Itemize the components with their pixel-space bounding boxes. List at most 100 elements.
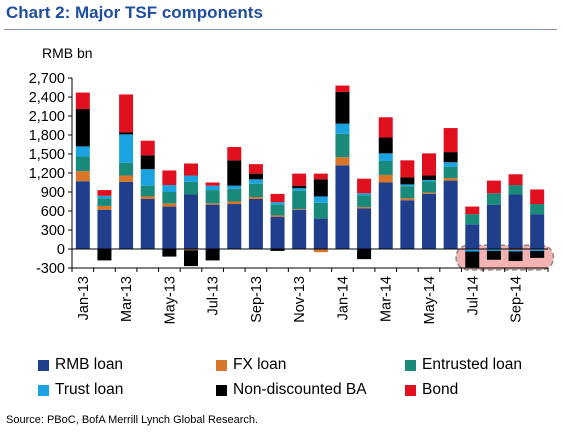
bar-fx-loan-nov-13 xyxy=(292,209,307,210)
bar-bond-feb-14 xyxy=(357,178,372,194)
bar-bond-jan-14 xyxy=(335,85,350,92)
bar-trust-loan-nov-13 xyxy=(292,188,307,191)
bar-bond-jan-13 xyxy=(75,92,90,110)
bar-trust-loan-jan-14 xyxy=(335,123,350,134)
bar-non-discounted-ba-feb-13 xyxy=(97,249,112,261)
bar-bond-aug-13 xyxy=(227,147,242,161)
bar-rmb-loan-feb-14 xyxy=(357,208,372,249)
bar-bond-apr-13 xyxy=(140,140,155,156)
bar-rmb-loan-jan-14 xyxy=(335,165,350,249)
bar-trust-loan-aug-13 xyxy=(227,185,242,189)
bar-non-discounted-ba-jun-13 xyxy=(184,250,198,267)
bar-trust-loan-feb-13 xyxy=(97,195,112,199)
bar-entrusted-loan-jun-14 xyxy=(443,166,458,179)
bar-rmb-loan-jan-13 xyxy=(75,181,90,249)
bar-rmb-loan-mar-13 xyxy=(119,181,134,249)
bar-rmb-loan-oct-14 xyxy=(530,214,545,249)
bar-fx-loan-feb-13 xyxy=(97,205,112,210)
bars-layer xyxy=(75,85,545,268)
bar-bond-jul-14 xyxy=(465,206,480,215)
bar-non-discounted-ba-jul-14 xyxy=(465,251,480,268)
x-tick-label: May-13 xyxy=(162,276,178,324)
bar-entrusted-loan-sep-14 xyxy=(508,185,523,195)
bar-bond-mar-14 xyxy=(378,117,393,138)
y-tick-label: 2,700 xyxy=(29,71,65,87)
bar-fx-loan-jan-14 xyxy=(335,157,350,166)
bar-non-discounted-ba-dec-13 xyxy=(313,179,328,197)
y-tick-label: 1,800 xyxy=(29,128,65,144)
bar-fx-loan-apr-13 xyxy=(140,196,155,199)
bar-bond-oct-14 xyxy=(530,189,545,205)
x-tick-label: Sep-14 xyxy=(509,276,525,323)
x-tick-label: Mar-14 xyxy=(379,276,395,322)
bar-non-discounted-ba-aug-13 xyxy=(227,160,242,186)
y-tick-label: 2,400 xyxy=(29,90,65,106)
bar-entrusted-loan-sep-13 xyxy=(248,183,263,198)
bar-fx-loan-mar-13 xyxy=(119,175,134,182)
bar-trust-loan-jul-14 xyxy=(465,249,480,252)
bar-bond-mar-13 xyxy=(119,94,134,133)
bar-rmb-loan-apr-13 xyxy=(140,198,155,249)
bar-trust-loan-jun-14 xyxy=(443,162,458,167)
bar-entrusted-loan-feb-13 xyxy=(97,198,112,206)
bar-non-discounted-ba-may-14 xyxy=(422,175,436,180)
bar-bond-jul-13 xyxy=(205,182,220,186)
bar-entrusted-loan-aug-14 xyxy=(486,193,501,205)
bar-bond-aug-14 xyxy=(486,180,501,194)
bar-rmb-loan-aug-14 xyxy=(486,204,501,249)
bar-trust-loan-jan-13 xyxy=(75,146,90,157)
bar-bond-may-14 xyxy=(422,153,436,176)
bar-fx-loan-may-14 xyxy=(422,192,436,194)
bar-rmb-loan-may-14 xyxy=(422,193,436,249)
bar-non-discounted-ba-sep-13 xyxy=(248,173,263,180)
bar-entrusted-loan-jan-14 xyxy=(335,133,350,158)
bar-non-discounted-ba-jan-14 xyxy=(335,91,350,124)
bar-trust-loan-mar-14 xyxy=(378,153,393,161)
bar-trust-loan-jul-13 xyxy=(205,185,220,191)
bar-rmb-loan-nov-13 xyxy=(292,209,307,249)
bar-rmb-loan-feb-13 xyxy=(97,209,112,249)
bar-bond-oct-13 xyxy=(270,193,285,203)
x-tick-label: Jul-14 xyxy=(465,276,481,316)
bar-trust-loan-sep-13 xyxy=(248,179,263,184)
bar-trust-loan-aug-14 xyxy=(486,249,501,251)
bar-entrusted-loan-mar-14 xyxy=(378,160,393,175)
bar-fx-loan-may-13 xyxy=(162,203,177,207)
bar-non-discounted-ba-jul-13 xyxy=(205,249,220,261)
bar-rmb-loan-mar-14 xyxy=(378,182,393,249)
bar-non-discounted-ba-feb-14 xyxy=(357,249,372,260)
bar-non-discounted-ba-aug-14 xyxy=(486,250,501,260)
bar-rmb-loan-jul-14 xyxy=(465,224,480,249)
y-tick-label: 1,200 xyxy=(29,166,65,182)
bar-non-discounted-ba-mar-13 xyxy=(119,132,134,135)
x-tick-label: Mar-13 xyxy=(119,276,135,322)
y-tick-label: 1,500 xyxy=(29,147,65,163)
bar-fx-loan-jun-14 xyxy=(443,178,458,181)
y-tick-label: 600 xyxy=(41,204,65,220)
bar-entrusted-loan-apr-14 xyxy=(400,186,415,199)
y-tick-label: -300 xyxy=(36,261,65,277)
bar-fx-loan-jun-13 xyxy=(184,249,198,251)
bar-rmb-loan-jun-13 xyxy=(184,194,198,249)
bar-non-discounted-ba-oct-13 xyxy=(270,249,285,251)
y-axis-label: RMB bn xyxy=(42,45,93,61)
bar-fx-loan-apr-14 xyxy=(400,198,415,201)
bar-non-discounted-ba-may-13 xyxy=(162,249,177,257)
bar-rmb-loan-sep-14 xyxy=(508,194,523,249)
bar-bond-jun-14 xyxy=(443,128,458,153)
bar-rmb-loan-oct-13 xyxy=(270,216,285,249)
bar-fx-loan-jan-13 xyxy=(75,171,90,182)
bar-entrusted-loan-may-13 xyxy=(162,192,177,204)
page-title: Chart 2: Major TSF components xyxy=(6,3,263,22)
y-tick-label: 2,100 xyxy=(29,109,65,125)
bar-entrusted-loan-jun-13 xyxy=(184,181,198,195)
bar-fx-loan-oct-13 xyxy=(270,215,285,217)
bar-non-discounted-ba-mar-14 xyxy=(378,137,393,154)
bar-entrusted-loan-apr-13 xyxy=(140,185,155,197)
bar-entrusted-loan-oct-14 xyxy=(530,204,545,215)
bar-trust-loan-mar-13 xyxy=(119,134,134,163)
bar-trust-loan-oct-13 xyxy=(270,202,285,205)
bar-trust-loan-jun-13 xyxy=(184,175,198,182)
bar-fx-loan-mar-14 xyxy=(378,174,393,183)
